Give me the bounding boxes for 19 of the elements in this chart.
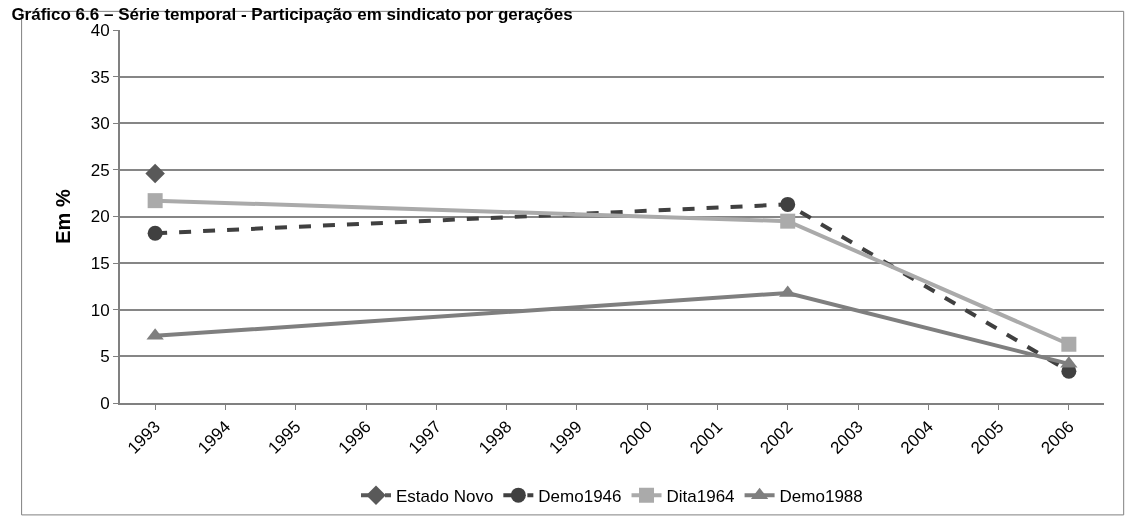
y-tick-label: 10	[90, 300, 110, 320]
point	[780, 213, 796, 229]
point	[780, 196, 796, 212]
y-tick-label: 35	[90, 67, 110, 87]
y-tick-label: 5	[100, 347, 110, 367]
y-tick-label: 15	[90, 254, 110, 274]
point	[147, 225, 163, 241]
legend-label: Estado Novo	[396, 486, 494, 506]
point	[147, 193, 163, 209]
legend-label: Demo1946	[538, 486, 622, 506]
point	[145, 163, 165, 184]
y-tick-label: 30	[90, 114, 110, 134]
legend-label: Demo1988	[779, 486, 863, 506]
y-tick-label: 20	[90, 207, 110, 227]
y-axis-title: Em %	[51, 189, 74, 244]
y-tick-label: 0	[100, 393, 110, 413]
legend-label: Dita1964	[666, 486, 735, 506]
point	[1061, 336, 1077, 352]
y-tick-label: 25	[90, 160, 110, 180]
